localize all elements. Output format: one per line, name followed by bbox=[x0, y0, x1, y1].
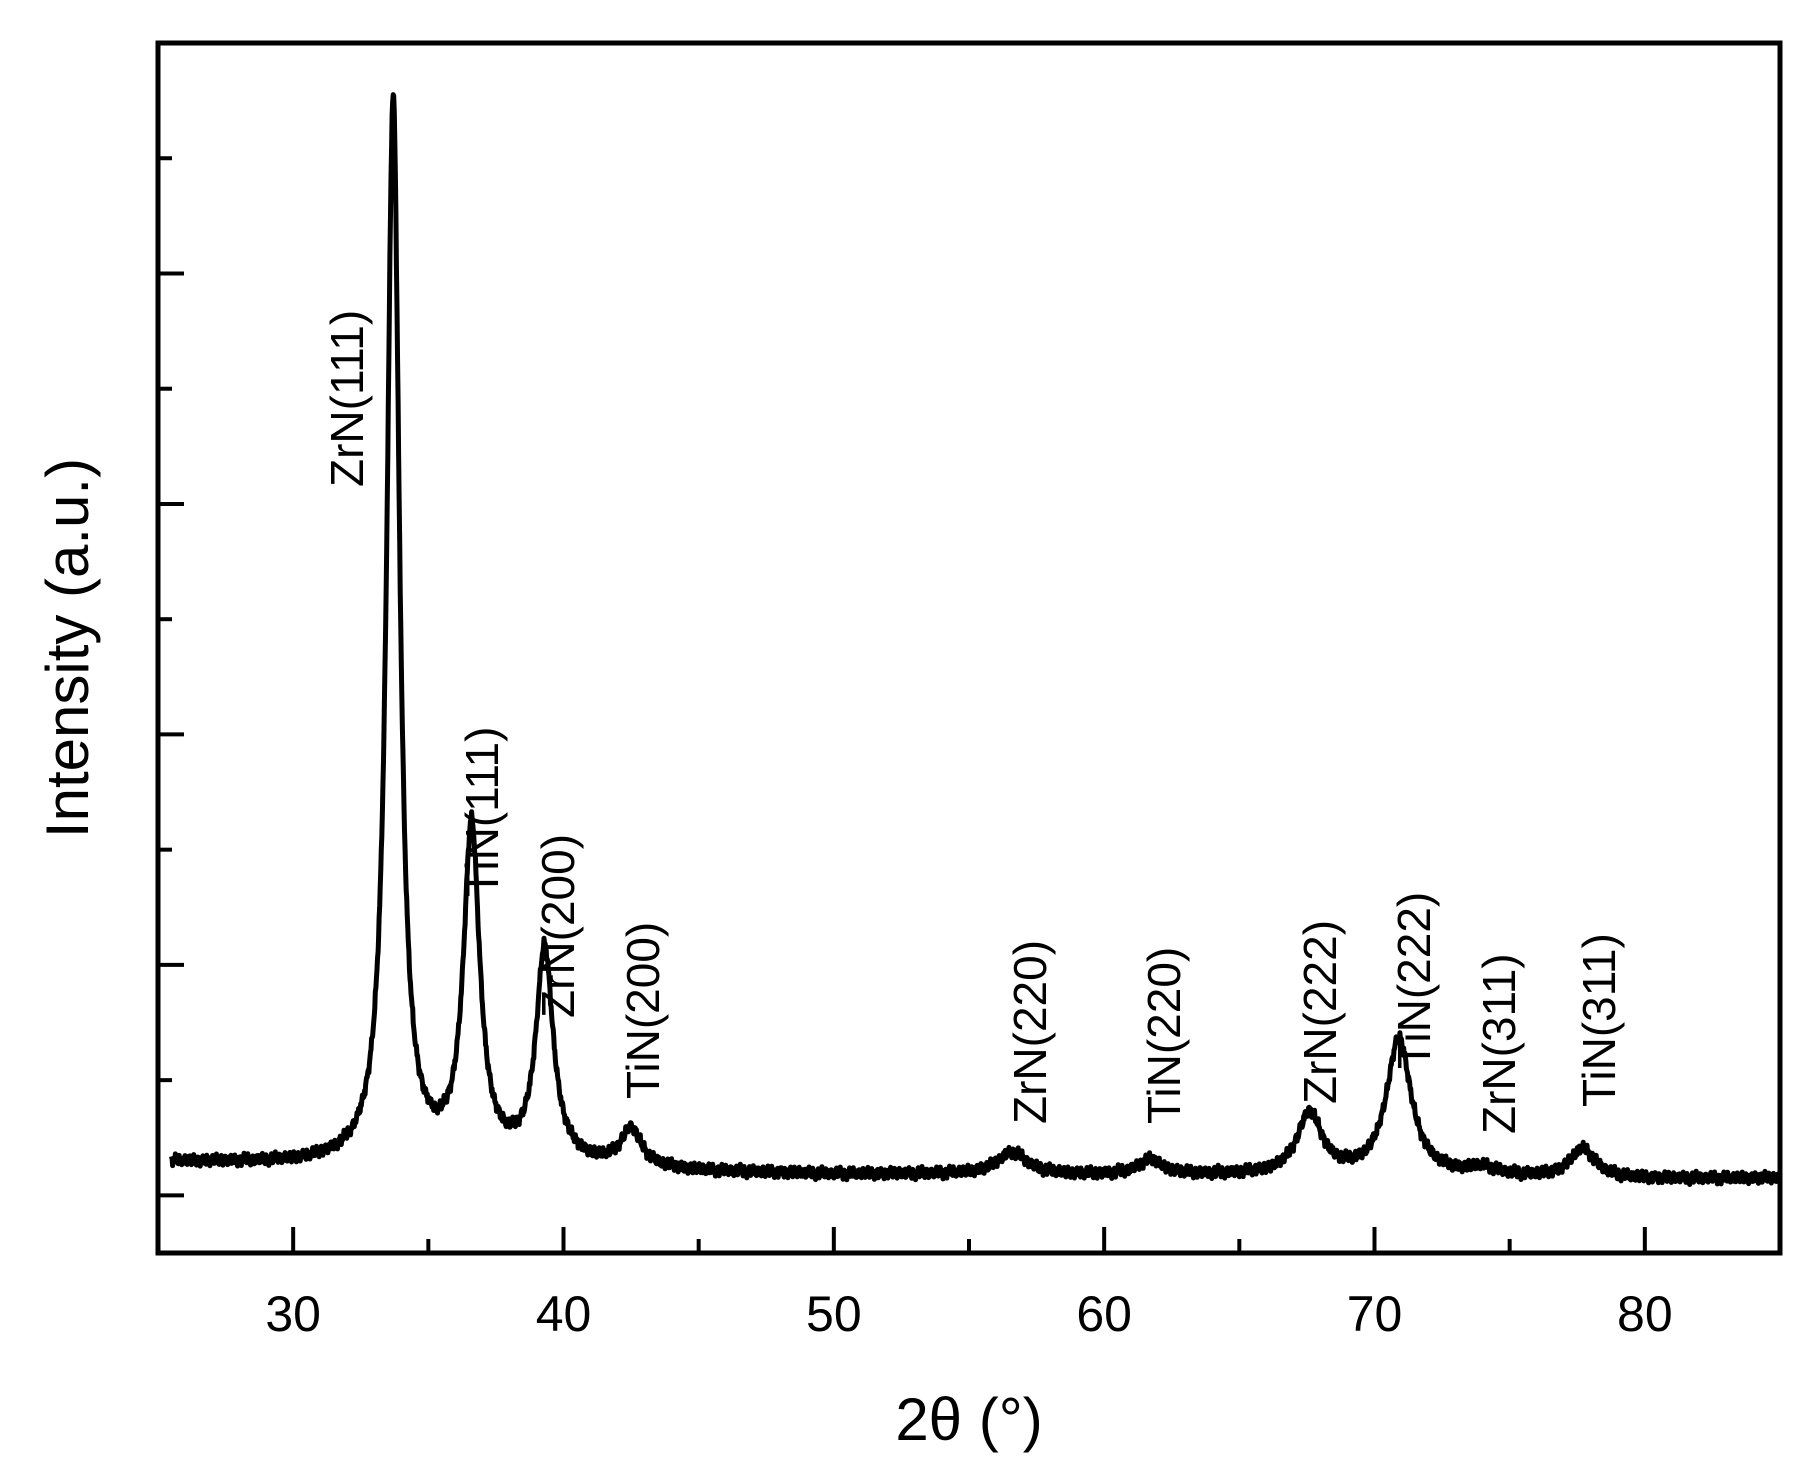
peak-label: ZrN(220) bbox=[1004, 940, 1056, 1124]
peak-label: ZrN(311) bbox=[1473, 953, 1525, 1134]
peak-labels: ZrN(111) TiN(111) ZrN(200) TiN(200) ZrN(220)… bbox=[321, 310, 1625, 1134]
x-tick-labels: 30 40 50 60 70 80 bbox=[265, 1286, 1672, 1342]
peak-label: TiN(222) bbox=[1388, 892, 1440, 1069]
y-axis-title: Intensity (a.u.) bbox=[34, 458, 101, 838]
x-tick-label: 80 bbox=[1617, 1286, 1673, 1342]
peak-label: TiN(311) bbox=[1573, 933, 1625, 1107]
peak-label: ZrN(222) bbox=[1294, 920, 1346, 1104]
peak-label: TiN(220) bbox=[1138, 947, 1190, 1124]
x-tick-label: 60 bbox=[1076, 1286, 1132, 1342]
y-axis-ticks bbox=[158, 156, 184, 1198]
peak-label: TiN(200) bbox=[617, 922, 669, 1099]
x-tick-label: 30 bbox=[265, 1286, 321, 1342]
x-tick-label: 70 bbox=[1347, 1286, 1403, 1342]
peak-label: ZrN(111) bbox=[321, 310, 373, 487]
series-line bbox=[169, 92, 1782, 1187]
peak-label: ZrN(200) bbox=[532, 834, 584, 1018]
x-tick-label: 50 bbox=[806, 1286, 862, 1342]
x-axis-title: 2θ (°) bbox=[895, 1386, 1042, 1453]
peak-label: TiN(111) bbox=[456, 727, 508, 897]
x-tick-label: 40 bbox=[536, 1286, 592, 1342]
x-axis-ticks bbox=[291, 1227, 1782, 1253]
